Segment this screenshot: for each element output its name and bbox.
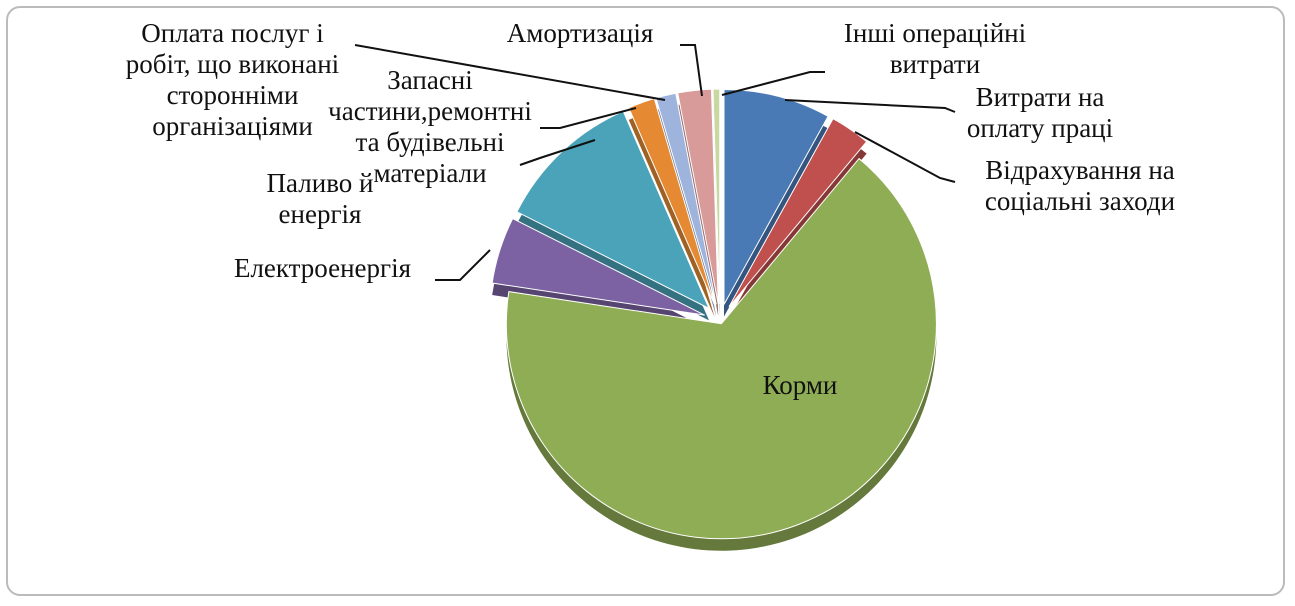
slice-label: Корми <box>762 370 838 400</box>
leader-lines <box>354 44 956 281</box>
slice <box>505 157 937 540</box>
slice-side <box>628 110 715 317</box>
leader-line <box>784 99 956 113</box>
slice <box>723 89 829 305</box>
leader-line <box>721 71 825 96</box>
slice <box>728 117 868 308</box>
slice <box>677 88 719 305</box>
slice <box>712 88 721 305</box>
chart-frame <box>6 6 1285 596</box>
slice-label: Оплата послуг і робіт, що виконані сторо… <box>125 18 340 141</box>
slice-label: Інші операційні витрати <box>843 18 1027 79</box>
slice-label: Паливо й енергія <box>266 168 374 229</box>
slice-label: Запасні частини,ремонтні та будівельні м… <box>328 65 532 188</box>
slice-label: Відрахування на соціальні заходи <box>984 155 1176 216</box>
pie <box>491 88 937 551</box>
slice <box>491 217 705 316</box>
leader-line <box>519 139 596 166</box>
slice <box>516 110 711 310</box>
leader-line <box>854 131 956 183</box>
leader-line <box>680 44 703 97</box>
leader-line <box>354 44 666 101</box>
leader-line <box>540 107 637 129</box>
leader-line <box>435 249 491 281</box>
slice-label: Електроенергія <box>233 253 412 283</box>
slice-label: Амортизація <box>506 18 654 48</box>
slice-label: Витрати на оплату праці <box>966 82 1114 143</box>
